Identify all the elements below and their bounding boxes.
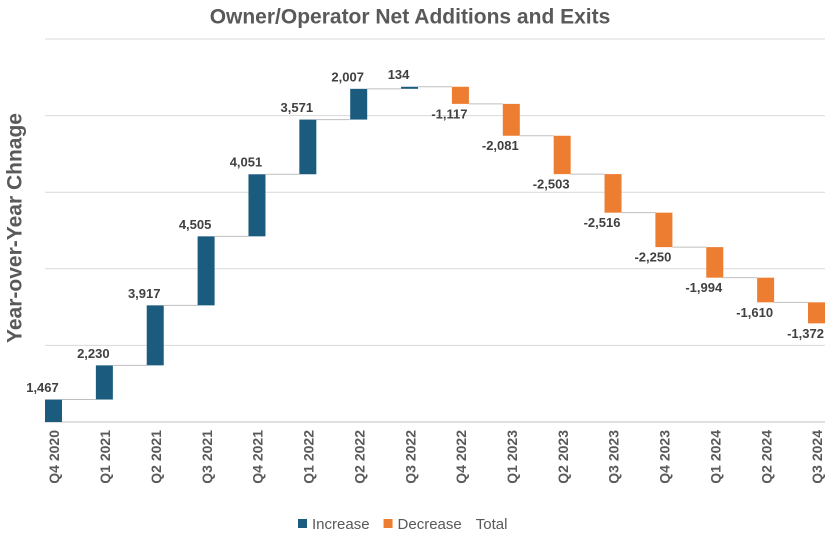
bar [45, 399, 62, 422]
x-tick-label: Q1 2023 [504, 430, 520, 484]
data-label: -1,994 [685, 280, 723, 295]
data-label: 4,505 [179, 217, 212, 232]
x-tick-label: Q2 2021 [148, 430, 164, 484]
data-label: 4,051 [230, 155, 263, 170]
x-tick-label: Q4 2022 [453, 430, 469, 484]
data-label: -1,117 [431, 106, 467, 121]
bar [350, 88, 368, 120]
x-tick-label: Q4 2021 [250, 430, 266, 484]
bar [655, 212, 673, 248]
x-tick-label: Q3 2024 [809, 430, 825, 484]
data-label: 2,230 [77, 346, 110, 361]
data-label: -2,081 [482, 138, 519, 153]
bar [604, 174, 622, 213]
bar [757, 277, 775, 303]
y-axis-title: Year-over-Year Chnage [4, 113, 27, 343]
bar [401, 86, 419, 89]
bar [95, 365, 113, 400]
chart-title: Owner/Operator Net Additions and Exits [210, 6, 611, 29]
legend-label: Decrease [398, 516, 462, 533]
x-tick-label: Q1 2021 [97, 430, 113, 484]
x-tick-label: Q2 2024 [758, 430, 774, 484]
x-tick-label: Q3 2023 [606, 430, 622, 484]
data-label: 1,467 [26, 380, 59, 395]
legend-label: Increase [312, 516, 370, 533]
data-label: 3,571 [281, 100, 314, 115]
x-tick-label: Q1 2022 [301, 430, 317, 484]
x-tick-label: Q4 2020 [46, 430, 62, 484]
data-label: -1,372 [787, 326, 824, 341]
x-tick-label: Q3 2021 [199, 430, 215, 484]
bar [706, 247, 724, 278]
data-label: -2,516 [584, 215, 621, 230]
legend-label: Total [476, 516, 508, 533]
bar [451, 86, 469, 104]
x-tick-label: Q1 2024 [707, 430, 723, 484]
bar [502, 103, 520, 136]
data-label: -1,610 [736, 305, 773, 320]
data-label: 134 [388, 67, 410, 82]
data-label: 2,007 [331, 69, 364, 84]
legend-swatch [298, 519, 307, 528]
legend-swatch [383, 519, 393, 528]
x-tick-label: Q3 2022 [402, 430, 418, 484]
bar [808, 302, 825, 324]
data-label: 3,917 [128, 286, 161, 301]
bar [197, 236, 215, 306]
bar [146, 305, 164, 366]
bar [299, 119, 317, 175]
data-label: -2,250 [634, 250, 671, 265]
x-tick-label: Q2 2022 [351, 430, 367, 484]
bar [553, 135, 571, 175]
x-tick-label: Q2 2023 [555, 430, 571, 484]
x-tick-label: Q4 2023 [657, 430, 673, 484]
data-label: -2,503 [533, 177, 570, 192]
bar [248, 174, 266, 237]
